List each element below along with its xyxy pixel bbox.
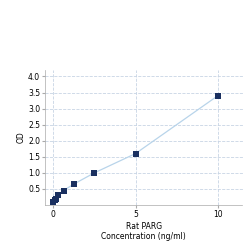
Point <box>216 94 220 98</box>
Point <box>52 198 56 202</box>
Point <box>56 193 60 197</box>
Point <box>134 152 138 156</box>
X-axis label: Rat PARG
Concentration (ng/ml): Rat PARG Concentration (ng/ml) <box>102 222 186 241</box>
Point <box>51 200 55 204</box>
Point <box>72 182 76 186</box>
Point <box>92 171 96 175</box>
Point <box>62 188 66 192</box>
Y-axis label: OD: OD <box>16 132 25 143</box>
Point <box>54 196 58 200</box>
